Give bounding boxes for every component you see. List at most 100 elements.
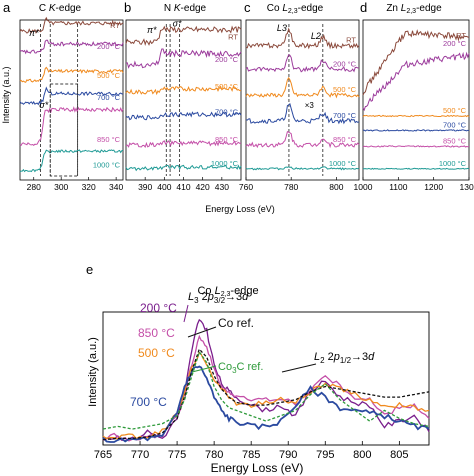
panel-d-series-2 <box>362 114 470 118</box>
panel-b-series-2 <box>125 85 242 96</box>
svg-text:Co L2,3-edge: Co L2,3-edge <box>267 3 324 15</box>
panel-e-xlabel: Energy Loss (eV) <box>211 461 304 475</box>
svg-text:N K-edge: N K-edge <box>164 3 207 14</box>
panel-a-title: C K-edge <box>39 3 82 14</box>
panel-c-series-4 <box>245 131 360 149</box>
panel-e-xtick-label-7: 800 <box>353 449 371 461</box>
panel-d-xtick-label-3: 1300 <box>460 182 474 192</box>
svg-text:Co L2,3-edge: Co L2,3-edge <box>197 285 258 298</box>
panel-a-series-label-3: 700 °C <box>97 93 121 102</box>
panel-a: 280 300 320 340 RT 200 °C 500 °C 700 °C 850 °C 10… <box>19 16 124 192</box>
panel-d-series-3 <box>362 129 470 132</box>
panel-e-series-5 <box>102 350 430 430</box>
panel-e-xtick-label-1: 770 <box>131 449 149 461</box>
panel-a-sigma-box <box>49 83 79 177</box>
panel-e-leader-co3c <box>191 365 217 373</box>
panel-c-series-label-4: 850 °C <box>333 135 357 144</box>
panel-d-series-label-5: 1000 °C <box>439 159 467 168</box>
panel-a-frame <box>19 19 124 181</box>
panel-e-leader-coref <box>187 326 217 338</box>
panel-d-title: Zn L2,3-edge <box>386 3 442 15</box>
panel-e-leader-l2 <box>281 363 317 373</box>
panel-e-xtick-label-3: 780 <box>205 449 223 461</box>
panel-d-series-1 <box>362 51 470 112</box>
panel-c-edge-label-1: L2 <box>311 31 321 41</box>
panel-a-series-1 <box>19 39 124 55</box>
panel-b-series-3 <box>125 111 242 121</box>
panel-a-xtick-label-0: 280 <box>27 182 41 192</box>
panel-d-series-label-3: 700 °C <box>443 120 467 129</box>
panel-e-xtick-label-2: 775 <box>168 449 186 461</box>
panel-c-series-label-2: 500 °C <box>333 85 357 94</box>
panel-b-edge-label-0: π* <box>147 25 157 35</box>
panel-d-series-4 <box>362 145 470 148</box>
panel-c-series-label-0: RT <box>346 36 356 45</box>
panel-e-xtick-label-8: 805 <box>390 449 408 461</box>
panel-e-series-label-3: 700 °C <box>130 395 167 409</box>
panel-b-xtick-label-4: 430 <box>215 182 229 192</box>
panel-a-xtick-label-3: 340 <box>109 182 123 192</box>
panel-c-series-5 <box>245 166 360 171</box>
panel-e-series-4 <box>102 347 430 441</box>
panel-e-leader-l3 <box>183 304 189 323</box>
panel-d-frame <box>362 19 470 181</box>
panel-b-series-5 <box>125 164 242 172</box>
panel-c-series-label-5: 1000 °C <box>329 159 357 168</box>
top-xlabel: Energy Loss (eV) <box>205 204 275 214</box>
panel-d-series-label-4: 850 °C <box>443 136 467 145</box>
panel-a-series-label-4: 850 °C <box>97 135 121 144</box>
panel-b-series-label-1: 200 °C <box>215 55 239 64</box>
panel-a-xtick-label-1: 300 <box>54 182 68 192</box>
panel-e-xtick-label-6: 795 <box>316 449 334 461</box>
panel-d-series-label-0: RT <box>456 31 466 40</box>
panel-d-xtick-label-1: 1100 <box>389 182 408 192</box>
panel-a-xtick-label-2: 320 <box>82 182 96 192</box>
panel-e-ylabel: Intensity (a.u.) <box>87 337 99 407</box>
panel-b: 390 400 410 420 430 RT 200 °C 500 °C 700 °C 850 °… <box>125 18 242 192</box>
panel-a-series-label-2: 500 °C <box>97 71 121 80</box>
panel-d-series-label-2: 500 °C <box>443 106 467 115</box>
panel-e-series-label-2: 500 °C <box>138 346 175 360</box>
panel-e-title: Co L2,3-edge <box>197 285 258 298</box>
panel-b-series-4 <box>125 140 242 149</box>
top-ylabel: Intensity (a.u.) <box>1 66 11 123</box>
panel-a-edge-label-0: π* <box>29 28 39 38</box>
panel-e-annotation-l2: L2 2p1/2→3d <box>314 351 375 365</box>
panel-c-series-1 <box>245 54 360 73</box>
panel-b-xtick-label-0: 390 <box>138 182 152 192</box>
panel-e-xtick-label-4: 785 <box>242 449 260 461</box>
panel-e-annotation-l3: L3 2p3/2→3d <box>188 291 249 305</box>
panel-b-xtick-label-1: 400 <box>157 182 171 192</box>
panel-e-series-label-0: 200 °C <box>140 301 177 315</box>
panel-e-frame <box>102 311 430 446</box>
panel-d-series-5 <box>362 167 470 170</box>
panel-b-xtick-label-2: 410 <box>176 182 190 192</box>
panel-b-series-label-5: 1000 °C <box>211 159 239 168</box>
panel-e-plot: 765 770 775 780 785 790 795 800 805 200 °C 850 °C 5… <box>94 291 430 461</box>
panel-d-series-0 <box>362 29 470 96</box>
panel-e-series-label-5: Co3C ref. <box>218 361 263 375</box>
panel-letter-e: e <box>86 262 93 277</box>
panel-a-series-5 <box>19 149 124 173</box>
svg-text:Zn L2,3-edge: Zn L2,3-edge <box>386 3 442 15</box>
svg-text:C K-edge: C K-edge <box>39 3 82 14</box>
panel-a-series-2 <box>19 66 124 83</box>
panel-e-series-0 <box>102 318 430 442</box>
panel-a-edge-label-1: σ* <box>39 100 48 110</box>
panel-c-frame <box>245 19 360 181</box>
panel-letter-d: d <box>360 0 367 15</box>
panel-e-series-label-4: Co ref. <box>218 316 254 330</box>
panel-b-series-label-4: 850 °C <box>215 135 239 144</box>
panel-c-series-3 <box>245 103 360 125</box>
panel-letter-a: a <box>3 0 11 15</box>
panel-b-xtick-label-3: 420 <box>196 182 210 192</box>
panel-c-series-label-3: 700 °C <box>333 111 357 120</box>
panel-b-title: N K-edge <box>164 3 207 14</box>
panel-a-series-0 <box>19 16 124 34</box>
panel-c-xtick-label-0: 760 <box>239 182 253 192</box>
panel-a-series-label-1: 200 °C <box>97 42 121 51</box>
panel-d-xtick-label-2: 1200 <box>424 182 443 192</box>
panel-c-xtick-label-2: 800 <box>329 182 343 192</box>
